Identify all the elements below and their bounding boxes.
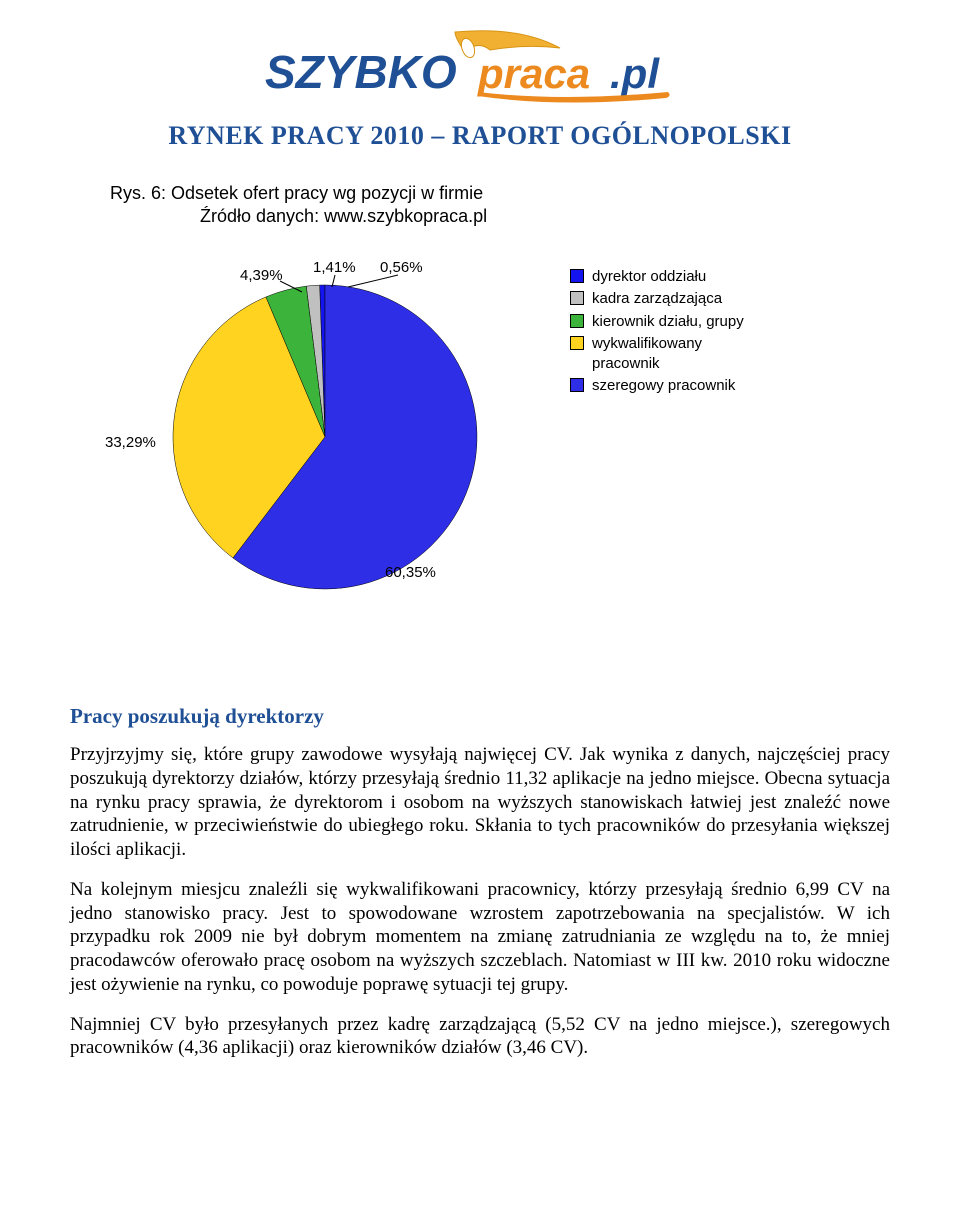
legend-swatch xyxy=(570,378,584,392)
legend-swatch xyxy=(570,314,584,328)
legend-label: kadra zarządzająca xyxy=(592,289,722,309)
legend-swatch xyxy=(570,291,584,305)
legend-item: kadra zarządzająca xyxy=(570,289,744,309)
legend-swatch xyxy=(570,269,584,283)
logo-text-praca: praca xyxy=(477,50,590,97)
pie-label: 0,56% xyxy=(380,259,423,276)
legend-item: dyrektor oddziału xyxy=(570,267,744,287)
paragraph: Najmniej CV było przesyłanych przez kadr… xyxy=(70,1013,890,1061)
pie-chart-container: Rys. 6: Odsetek ofert pracy wg pozycji w… xyxy=(70,169,890,662)
logo-text-pl: .pl xyxy=(610,50,660,97)
paragraph: Przyjrzyjmy się, które grupy zawodowe wy… xyxy=(70,743,890,862)
legend-swatch xyxy=(570,336,584,350)
legend-label: szeregowy pracownik xyxy=(592,376,735,396)
pie-chart: 0,56% 1,41% 4,39% 33,29% 60,35% xyxy=(80,237,560,642)
paragraph: Na kolejnym miesjcu znaleźli się wykwali… xyxy=(70,878,890,997)
body-text: Przyjrzyjmy się, które grupy zawodowe wy… xyxy=(70,743,890,1060)
legend-item: kierownik działu, grupy xyxy=(570,312,744,332)
page-title: RYNEK PRACY 2010 – RAPORT OGÓLNOPOLSKI xyxy=(70,121,890,151)
pie-label: 33,29% xyxy=(105,434,156,451)
chart-subtitle: Źródło danych: www.szybkopraca.pl xyxy=(200,206,880,227)
legend-label: wykwalifikowanypracownik xyxy=(592,334,702,375)
pie-label: 60,35% xyxy=(385,564,436,581)
legend-item: wykwalifikowanypracownik xyxy=(570,334,744,375)
legend-item: szeregowy pracownik xyxy=(570,376,744,396)
legend-label: kierownik działu, grupy xyxy=(592,312,744,332)
pie-label: 1,41% xyxy=(313,259,356,276)
logo-text-szybko: SZYBKO xyxy=(265,46,457,98)
pie-label: 4,39% xyxy=(240,267,283,284)
logo: SZYBKO praca .pl xyxy=(70,30,890,113)
section-heading: Pracy poszukują dyrektorzy xyxy=(70,704,890,729)
chart-legend: dyrektor oddziałukadra zarządzająca kiero… xyxy=(560,237,744,399)
chart-title: Rys. 6: Odsetek ofert pracy wg pozycji w… xyxy=(110,183,880,204)
legend-label: dyrektor oddziału xyxy=(592,267,706,287)
